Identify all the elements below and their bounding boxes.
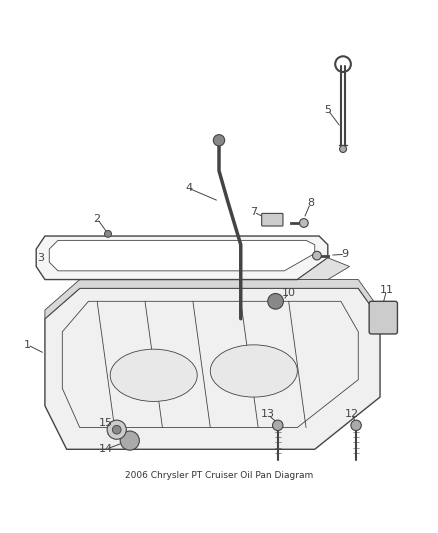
- Text: 7: 7: [250, 207, 258, 217]
- Text: 8: 8: [307, 198, 314, 208]
- Text: 12: 12: [345, 409, 359, 419]
- Circle shape: [339, 146, 346, 152]
- Circle shape: [268, 294, 283, 309]
- Text: 9: 9: [342, 249, 349, 260]
- Ellipse shape: [210, 345, 297, 397]
- Circle shape: [113, 425, 121, 434]
- Text: 5: 5: [324, 105, 331, 115]
- Text: 2006 Chrysler PT Cruiser Oil Pan Diagram: 2006 Chrysler PT Cruiser Oil Pan Diagram: [125, 471, 313, 480]
- Text: 3: 3: [37, 253, 44, 263]
- Text: 15: 15: [99, 418, 113, 428]
- Text: 2: 2: [94, 214, 101, 224]
- Polygon shape: [45, 279, 380, 319]
- Circle shape: [107, 420, 126, 439]
- Polygon shape: [297, 258, 350, 279]
- Text: 14: 14: [99, 445, 113, 454]
- FancyBboxPatch shape: [261, 213, 283, 226]
- Circle shape: [213, 135, 225, 146]
- Circle shape: [120, 431, 139, 450]
- Text: 13: 13: [261, 409, 275, 419]
- Polygon shape: [36, 236, 328, 279]
- Circle shape: [300, 219, 308, 228]
- Text: 10: 10: [282, 288, 296, 297]
- Circle shape: [105, 230, 112, 237]
- FancyBboxPatch shape: [369, 301, 397, 334]
- Circle shape: [313, 251, 321, 260]
- Polygon shape: [45, 288, 380, 449]
- Ellipse shape: [110, 349, 197, 401]
- Circle shape: [272, 420, 283, 431]
- Text: 4: 4: [185, 183, 192, 193]
- Text: 1: 1: [24, 340, 31, 350]
- Circle shape: [351, 420, 361, 431]
- Text: 11: 11: [380, 286, 394, 295]
- Polygon shape: [49, 240, 315, 271]
